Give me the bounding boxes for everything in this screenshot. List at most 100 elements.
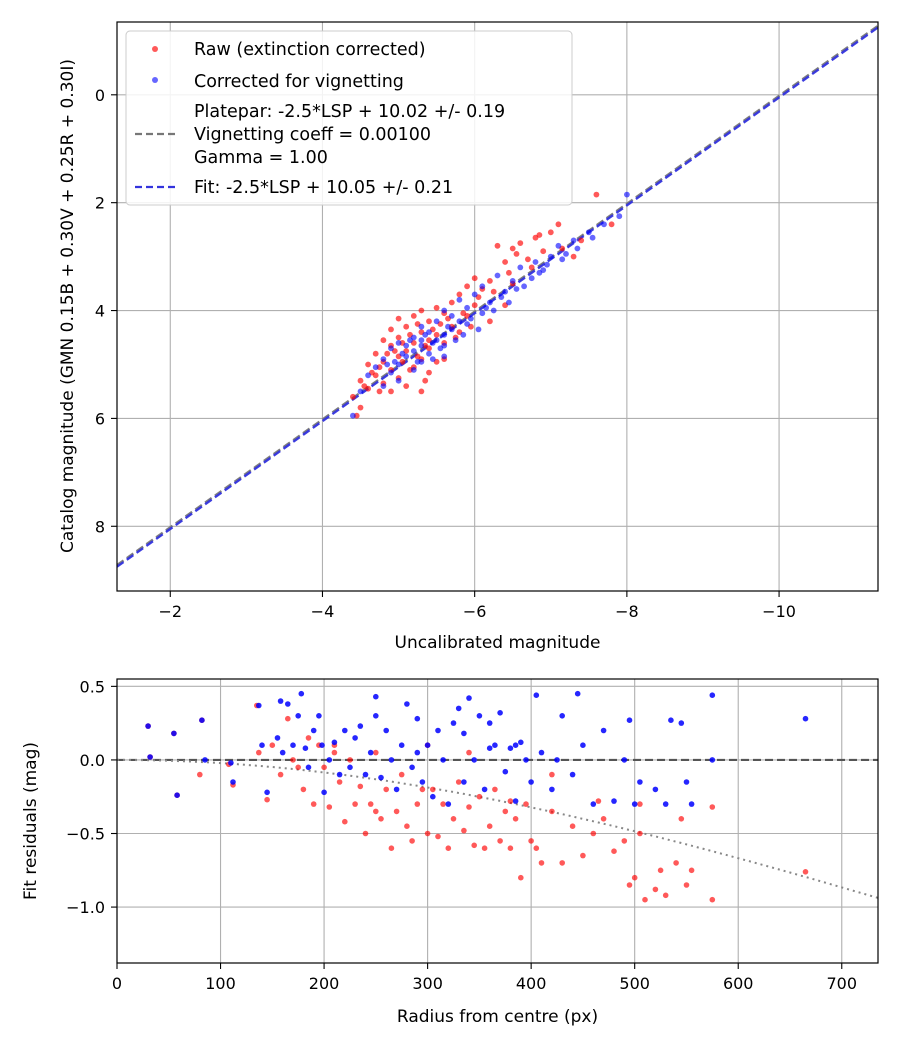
legend: Raw (extinction corrected) Corrected for… [125, 30, 573, 206]
raw-point [422, 377, 429, 384]
raw-residual-point [373, 808, 379, 815]
corrected-residual-point [450, 720, 457, 726]
raw-residual-point [709, 804, 716, 810]
raw-residual-point [373, 749, 379, 756]
corrected-residual-point [331, 739, 338, 746]
raw-residual-point [430, 786, 436, 793]
corrected-point [483, 304, 489, 311]
corrected-residual-point [398, 742, 405, 748]
raw-residual-point [409, 838, 415, 844]
raw-point [494, 242, 501, 249]
residuals-lines [117, 758, 879, 899]
raw-residual-point [342, 818, 348, 825]
corrected-residual-point [440, 757, 446, 763]
raw-point [525, 256, 531, 263]
corrected-point [479, 310, 486, 317]
calibration-x-tick-label: −4 [311, 602, 335, 621]
raw-point [460, 310, 467, 317]
corrected-residual-point [481, 786, 488, 793]
raw-point [547, 229, 554, 236]
corrected-point [471, 291, 478, 298]
raw-residual-point [678, 816, 685, 822]
corrected-residual-point [538, 749, 545, 756]
raw-residual-point [600, 816, 607, 822]
raw-residual-point [549, 771, 555, 778]
corrected-residual-point [559, 713, 565, 719]
raw-residual-point [383, 786, 390, 793]
raw-residual-point [352, 801, 358, 807]
raw-point [536, 232, 543, 238]
raw-residual-point [559, 860, 565, 866]
raw-point [487, 318, 493, 325]
corrected-residual-point [497, 710, 503, 716]
raw-point [350, 393, 356, 400]
residuals-x-tick-label: 600 [723, 974, 754, 993]
raw-residual-point [445, 845, 452, 851]
raw-residual-point [657, 867, 664, 874]
calibration-x-tick-label: −6 [463, 602, 487, 621]
corrected-residual-point [274, 735, 281, 741]
raw-residual-point [507, 845, 514, 851]
corrected-point [570, 237, 577, 244]
corrected-residual-point [709, 692, 716, 698]
raw-residual-point [424, 830, 431, 837]
corrected-point [509, 278, 516, 284]
corrected-point [357, 388, 364, 395]
residuals-x-ticks: 0 100 200 300 400 500 600 700 [112, 963, 857, 993]
raw-residual-point [404, 823, 410, 829]
raw-residual-point [398, 771, 405, 778]
raw-residual-point [502, 808, 509, 815]
raw-point [593, 191, 600, 198]
corrected-point [391, 358, 398, 365]
corrected-residual-point [393, 786, 400, 793]
corrected-point [475, 326, 482, 333]
raw-residual-point [440, 801, 446, 807]
corrected-point [384, 361, 391, 368]
corrected-residual-point [554, 757, 560, 763]
raw-residual-point [637, 830, 643, 837]
vignetting-curve [117, 758, 879, 899]
corrected-point [532, 259, 539, 265]
corrected-point [502, 288, 508, 295]
corrected-point [407, 337, 413, 344]
corrected-residual-point [486, 745, 493, 751]
corrected-point [521, 283, 527, 290]
corrected-residual-point [285, 701, 291, 707]
residuals-x-tick-label: 500 [619, 974, 650, 993]
raw-residual-point [533, 845, 540, 851]
corrected-point [426, 350, 432, 357]
corrected-residual-point [336, 771, 343, 778]
corrected-point [445, 323, 451, 330]
corrected-residual-point [202, 757, 208, 763]
raw-residual-point [362, 830, 369, 837]
corrected-point [589, 234, 596, 241]
raw-residual-point [461, 827, 467, 834]
corrected-point [418, 342, 425, 349]
raw-residual-point [518, 874, 524, 881]
raw-residual-point [285, 715, 291, 722]
corrected-residual-point [512, 742, 519, 748]
raw-point [357, 377, 364, 384]
raw-point [502, 259, 508, 265]
corrected-residual-point [683, 779, 690, 785]
raw-residual-point [347, 757, 353, 763]
corrected-point [616, 213, 623, 220]
raw-residual-point [197, 771, 203, 778]
residuals-x-tick-label: 700 [826, 974, 857, 993]
corrected-residual-point [668, 717, 674, 723]
corrected-point [418, 323, 425, 330]
corrected-residual-point [171, 730, 177, 737]
calibration-y-ticks: 0 2 4 6 8 [95, 86, 117, 536]
corrected-point [429, 340, 436, 346]
raw-residual-point [538, 860, 545, 866]
raw-residual-point [528, 838, 534, 844]
corrected-residual-point [316, 713, 322, 719]
raw-residual-point [569, 823, 576, 829]
corrected-point [464, 321, 470, 327]
calibration-x-tick-label: −2 [158, 602, 182, 621]
corrected-residual-point [259, 742, 265, 748]
raw-residual-point [471, 842, 478, 849]
corrected-point [399, 350, 406, 357]
corrected-point [365, 372, 371, 379]
corrected-point [395, 340, 402, 346]
